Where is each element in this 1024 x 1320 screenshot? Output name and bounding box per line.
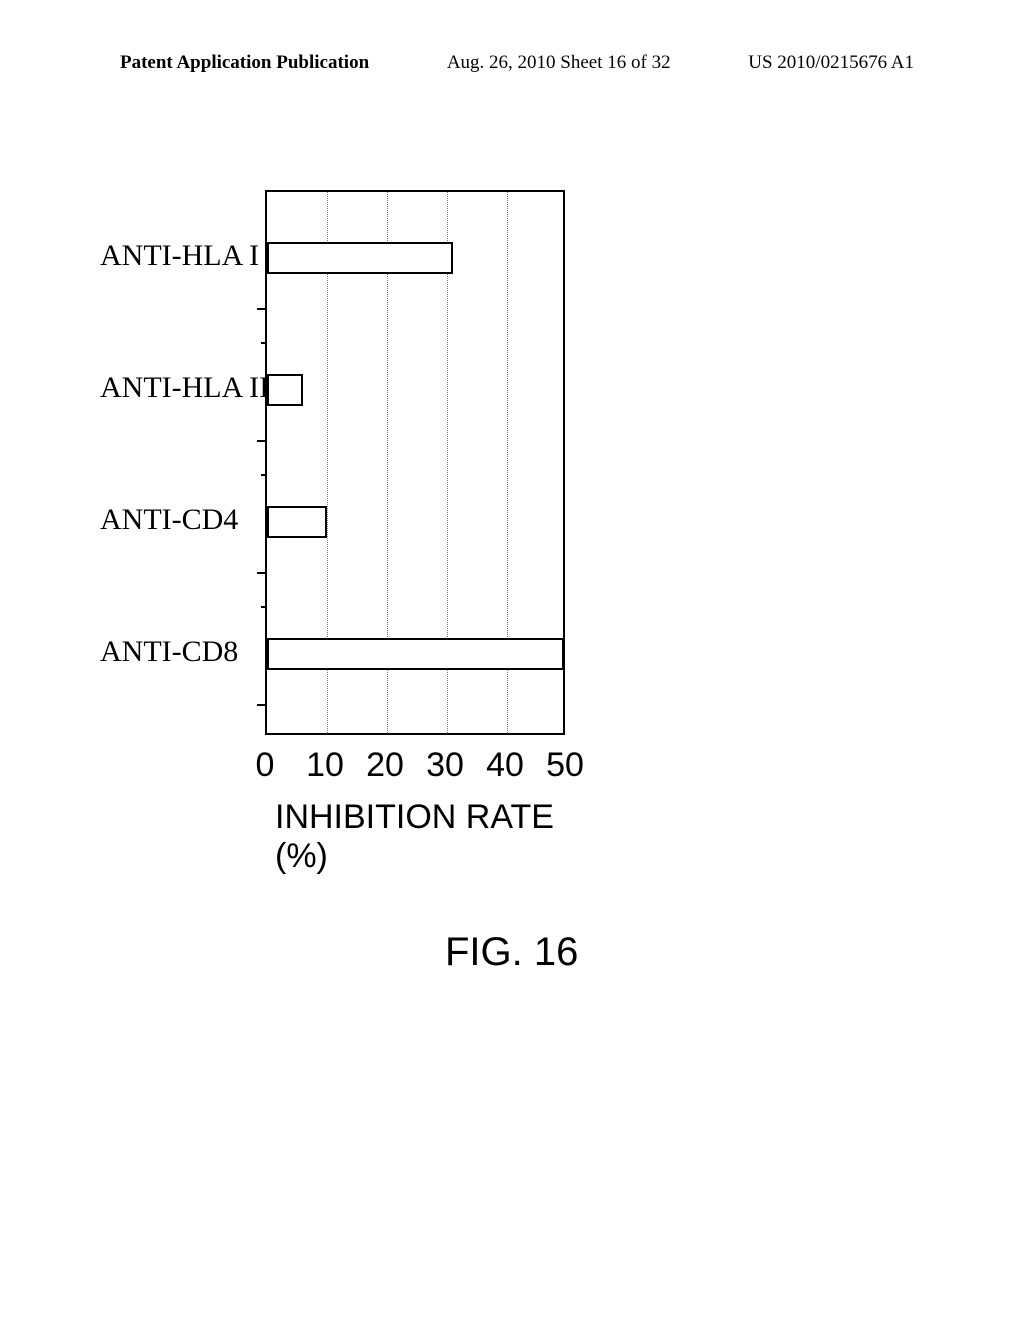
- xtick-2: 20: [366, 746, 404, 785]
- y-tick: [257, 308, 267, 310]
- y-tick: [257, 704, 267, 706]
- y-tick: [261, 474, 267, 476]
- xtick-4: 40: [486, 746, 524, 785]
- y-tick: [261, 606, 267, 608]
- bar-anti-cd8: [267, 638, 564, 670]
- xtick-3: 30: [426, 746, 464, 785]
- header-center: Aug. 26, 2010 Sheet 16 of 32: [447, 52, 671, 74]
- plot-frame: [265, 190, 565, 735]
- cat-label-3: ANTI-CD8: [100, 635, 238, 669]
- inhibition-chart: ANTI-HLA I ANTI-HLA II ANTI-CD4 ANTI-CD8…: [110, 190, 570, 830]
- figure-caption: FIG. 16: [445, 930, 578, 975]
- x-axis-label: INHIBITION RATE (%): [275, 798, 570, 876]
- y-tick: [257, 440, 267, 442]
- y-tick: [257, 572, 267, 574]
- xtick-1: 10: [306, 746, 344, 785]
- bar-anti-cd4: [267, 506, 327, 538]
- bar-anti-hla-2: [267, 374, 303, 406]
- header-left: Patent Application Publication: [120, 52, 369, 74]
- cat-label-0: ANTI-HLA I: [100, 239, 259, 273]
- cat-label-2: ANTI-CD4: [100, 503, 238, 537]
- xtick-5: 50: [546, 746, 584, 785]
- y-tick: [261, 342, 267, 344]
- cat-label-1: ANTI-HLA II: [100, 371, 269, 405]
- header-right: US 2010/0215676 A1: [748, 52, 914, 74]
- xtick-0: 0: [256, 746, 275, 785]
- bar-anti-hla-1: [267, 242, 453, 274]
